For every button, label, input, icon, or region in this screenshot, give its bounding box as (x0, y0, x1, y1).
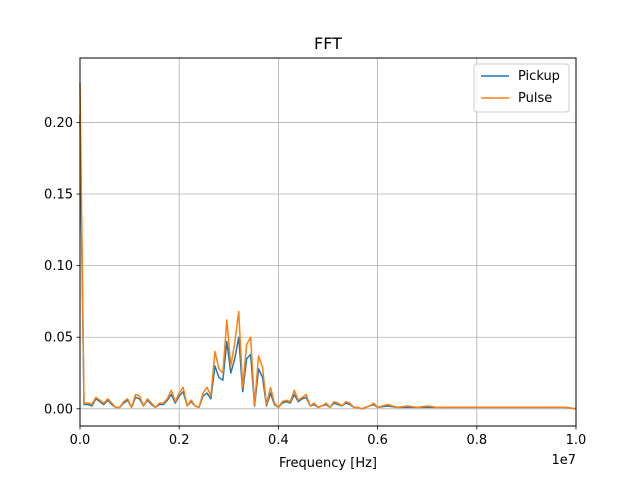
grid-lines (79, 58, 577, 426)
x-axis-ticks: 0.0 0.2 0.4 0.6 0.8 1.0 (70, 426, 587, 448)
legend: Pickup Pulse (473, 63, 570, 113)
series-lines (79, 82, 577, 410)
chart-title: FFT (314, 34, 342, 53)
plot-area (80, 58, 576, 426)
x-axis-label: Frequency [Hz] (279, 456, 377, 471)
x-tick-label: 0.6 (367, 433, 388, 448)
y-tick-label: 0.05 (44, 331, 73, 346)
x-tick-label: 0.8 (466, 433, 487, 448)
x-tick-label: 0.0 (70, 433, 91, 448)
y-tick-label: 0.00 (44, 402, 73, 417)
y-axis-ticks: 0.00 0.05 0.10 0.15 0.20 (44, 116, 80, 417)
x-tick-label: 1.0 (566, 433, 587, 448)
y-tick-label: 0.20 (44, 116, 73, 131)
x-tick-label: 0.2 (169, 433, 190, 448)
y-tick-label: 0.15 (44, 188, 73, 203)
x-axis-offset-label: 1e7 (551, 453, 576, 468)
legend-label-pulse: Pulse (518, 91, 552, 106)
series-line-pulse (79, 82, 577, 410)
legend-label-pickup: Pickup (518, 69, 560, 84)
y-tick-label: 0.10 (44, 259, 73, 274)
x-tick-label: 0.4 (268, 433, 289, 448)
plot-frame (79, 57, 577, 427)
